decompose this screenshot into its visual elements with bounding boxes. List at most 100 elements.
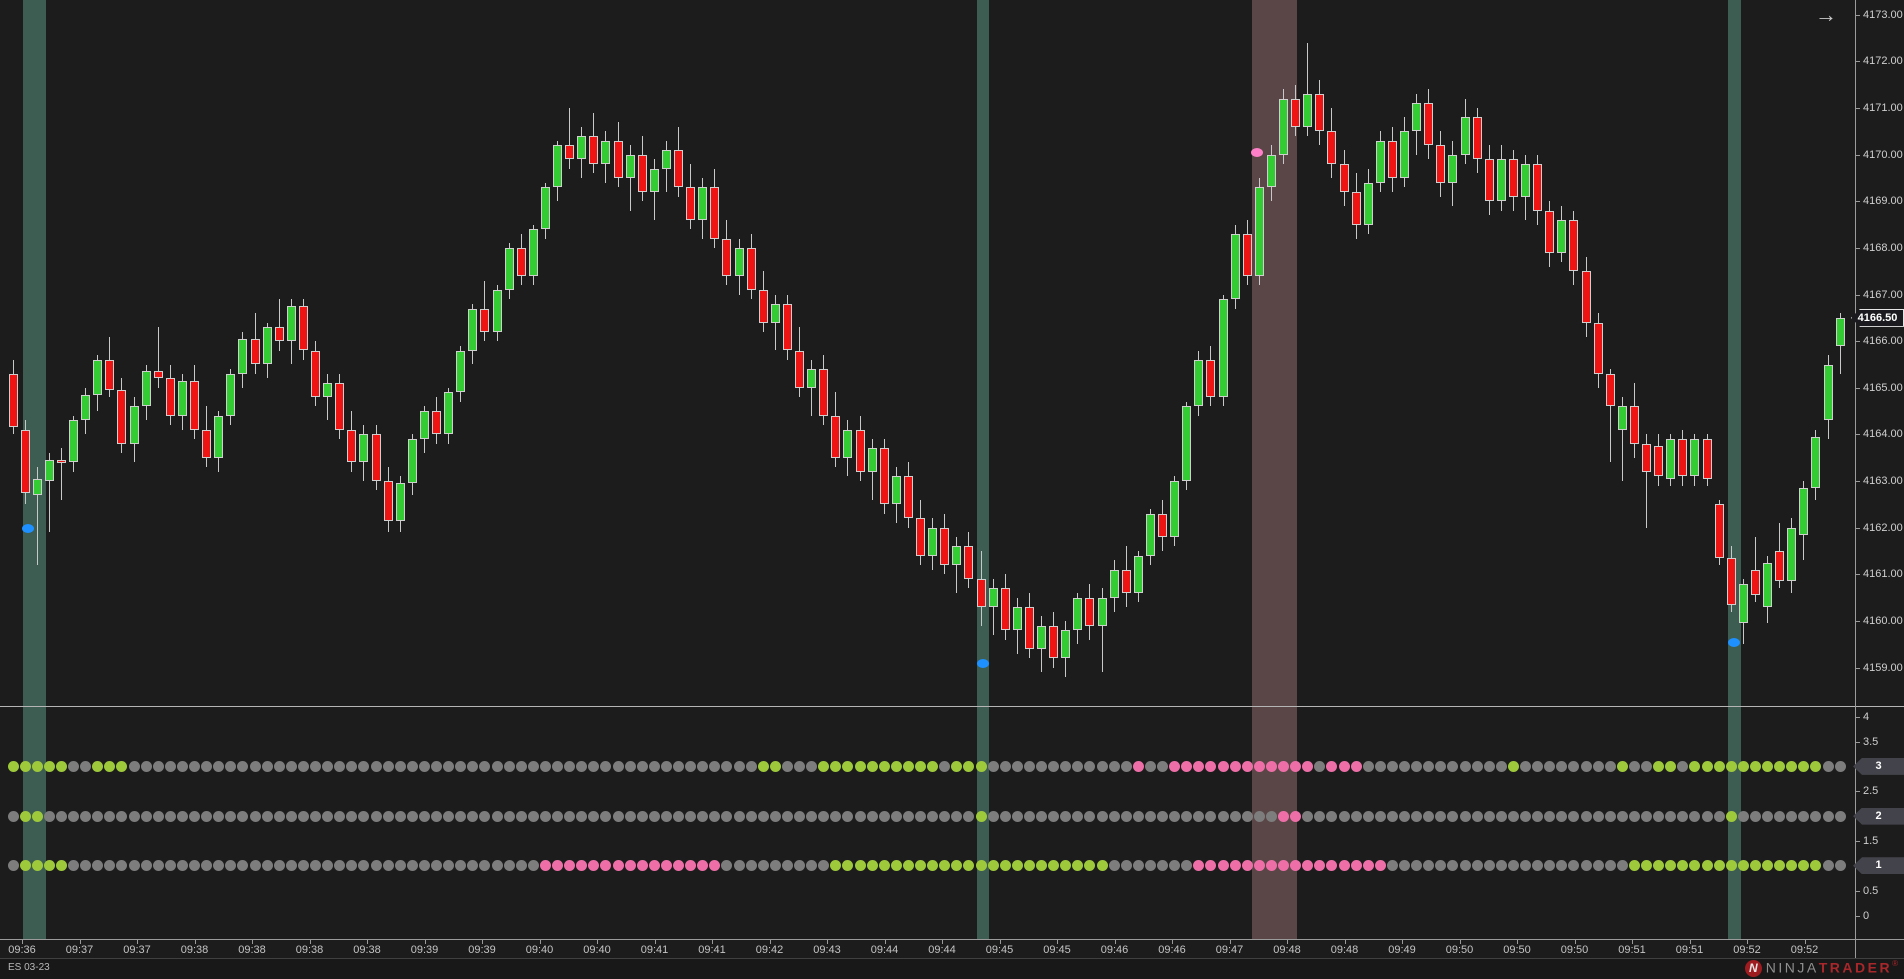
indicator-dot: [503, 760, 515, 772]
indicator-dot: [709, 760, 721, 772]
time-axis-tick: [194, 939, 196, 944]
indicator-dot: [1604, 810, 1616, 822]
indicator-dot: [1459, 810, 1471, 822]
candle: [903, 476, 913, 519]
indicator-dot: [999, 860, 1011, 872]
candle: [383, 481, 393, 521]
time-tick-label: 09:50: [1560, 944, 1589, 956]
indicator-dot: [1072, 860, 1084, 872]
candle: [69, 420, 78, 463]
candle: [286, 306, 296, 342]
indicator-dot: [128, 860, 140, 872]
signal-dot-pink: [1251, 148, 1263, 158]
price-axis-tick: [1855, 527, 1860, 529]
time-axis-tick: [539, 939, 541, 944]
indicator-dot: [1737, 760, 1749, 772]
price-tick-label: 4170.00: [1863, 148, 1903, 161]
indicator-dot: [939, 860, 951, 872]
candle: [649, 168, 659, 192]
indicator-dot: [261, 760, 273, 772]
indicator-dot: [406, 810, 418, 822]
indicator-dot: [794, 810, 805, 822]
candle: [940, 527, 950, 566]
indicator-dot: [1810, 810, 1822, 822]
price-tick-label: 4173.00: [1863, 8, 1903, 21]
indicator-dot: [1459, 860, 1471, 872]
indicator-dot: [588, 810, 600, 822]
indicator-dot: [140, 760, 152, 772]
indicator-dot: [1713, 810, 1725, 822]
indicator-dot: [1653, 810, 1665, 822]
indicator-dot: [358, 860, 370, 872]
indicator-dot: [927, 760, 939, 772]
candle: [1642, 443, 1651, 472]
indicator-dot: [213, 760, 225, 772]
indicator-dot: [19, 810, 31, 822]
time-axis-tick: [1057, 939, 1058, 944]
price-axis[interactable]: 4173.00 4172.00 4171.00 4170.00 4169.00 4168.…: [1855, 0, 1904, 958]
indicator-dot: [1834, 860, 1846, 872]
indicator-dot: [237, 810, 249, 822]
indicator-axis-tick: [1855, 890, 1860, 892]
candle: [661, 149, 671, 169]
candle: [613, 140, 623, 178]
indicator-dot: [201, 810, 213, 822]
indicator-dot: [7, 760, 19, 772]
candle: [1315, 93, 1325, 132]
candle: [577, 135, 587, 160]
candle: [988, 588, 998, 607]
candle-wick: [157, 327, 159, 388]
price-axis-tick: [1855, 621, 1860, 623]
indicator-dot: [189, 860, 200, 872]
indicator-dot: [1253, 760, 1265, 772]
indicator-dot: [116, 810, 128, 822]
time-axis-tick: [942, 939, 943, 944]
indicator-dot: [1616, 860, 1628, 872]
candle: [1763, 562, 1772, 608]
indicator-panel[interactable]: Multi-Osc OB/OS Overlap by ninZa.co (ES …: [0, 707, 1855, 939]
jump-to-latest-icon[interactable]: →: [1815, 2, 1837, 27]
candle: [1702, 439, 1712, 479]
candle: [1714, 504, 1724, 559]
indicator-dot: [636, 860, 648, 872]
time-axis-tick: [1804, 939, 1806, 944]
indicator-dot: [660, 860, 672, 872]
candle-chart-panel[interactable]: [0, 0, 1855, 706]
indicator-dot: [467, 760, 479, 772]
candle: [1375, 140, 1385, 183]
indicator-dot: [1447, 810, 1459, 822]
indicator-dot: [1169, 760, 1181, 772]
candle: [1037, 625, 1046, 649]
indicator-dot: [1665, 860, 1677, 872]
indicator-dot: [128, 810, 140, 822]
indicator-dot: [769, 810, 781, 822]
indicator-dot: [1096, 810, 1108, 822]
candle: [226, 373, 236, 416]
indicator-dot: [1169, 860, 1181, 872]
indicator-dot: [1713, 860, 1725, 872]
candle: [1097, 597, 1107, 626]
indicator-dot: [709, 810, 721, 822]
candle: [516, 247, 526, 276]
time-tick-label: 09:38: [295, 944, 324, 956]
time-tick-label: 09:38: [353, 944, 381, 956]
candle: [637, 154, 647, 192]
candle-wick: [1307, 42, 1309, 136]
indicator-dot: [346, 860, 358, 872]
time-axis[interactable]: 09:36 09:37 09:37 09:38 09:38 09:38 09:38 09:39…: [0, 939, 1855, 958]
indicator-dot: [1556, 810, 1568, 822]
indicator-dot: [1568, 810, 1580, 822]
indicator-dot: [92, 760, 104, 772]
candle: [238, 338, 248, 374]
time-axis-tick: [1114, 939, 1116, 944]
indicator-dot: [273, 760, 285, 772]
indicator-dot: [225, 860, 237, 872]
indicator-dot: [443, 860, 455, 872]
indicator-dot: [1217, 760, 1229, 772]
time-axis-tick: [1344, 939, 1346, 944]
indicator-dot: [1278, 760, 1289, 772]
indicator-dot: [1060, 810, 1072, 822]
indicator-dot: [455, 760, 467, 772]
indicator-dot: [915, 810, 926, 822]
indicator-dot: [1362, 760, 1374, 772]
